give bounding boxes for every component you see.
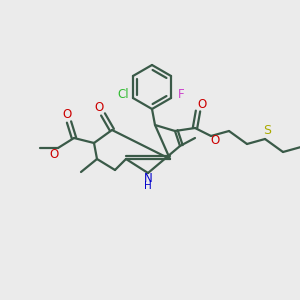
Text: S: S <box>263 124 271 137</box>
Text: O: O <box>62 107 72 121</box>
Text: Cl: Cl <box>117 88 129 100</box>
Text: O: O <box>94 101 103 114</box>
Text: F: F <box>178 88 184 101</box>
Text: O: O <box>50 148 58 160</box>
Text: N: N <box>144 172 152 184</box>
Text: O: O <box>210 134 220 148</box>
Text: O: O <box>197 98 207 110</box>
Text: H: H <box>144 181 152 191</box>
